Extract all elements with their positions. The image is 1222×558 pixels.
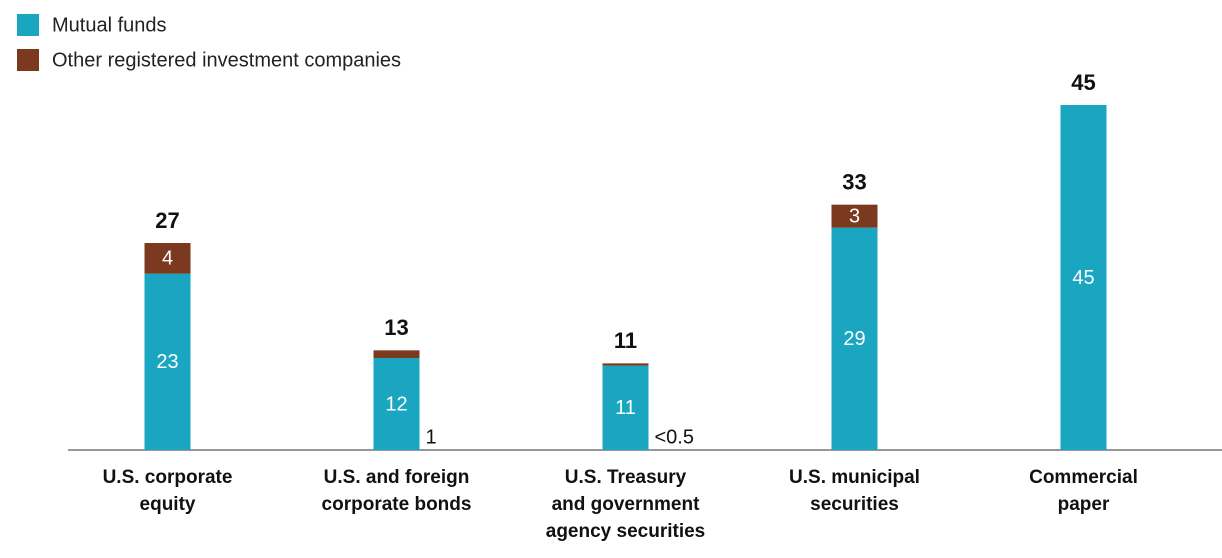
x-tick-label-line: Commercial	[1029, 467, 1138, 488]
bar-segment	[1060, 105, 1107, 450]
legend-label: Other registered investment companies	[52, 49, 401, 71]
total-label: 27	[155, 208, 179, 233]
bar-segment	[144, 243, 191, 274]
bar-segment	[602, 365, 649, 450]
total-label: 13	[384, 315, 408, 340]
x-tick-label-line: securities	[810, 494, 899, 515]
bar-segment	[831, 204, 878, 228]
segment-label: 29	[843, 328, 865, 350]
segment-label: 23	[156, 351, 178, 373]
x-tick-label-line: agency securities	[546, 521, 705, 542]
segment-label: <0.5	[655, 426, 694, 448]
segment-label: 12	[385, 393, 407, 415]
x-tick-label-line: and government	[552, 494, 700, 515]
total-label: 45	[1071, 70, 1095, 95]
x-tick-label-line: U.S. municipal	[789, 467, 920, 488]
x-tick-label-line: U.S. corporate	[103, 467, 233, 488]
legend-swatch	[17, 14, 39, 36]
legend-label: Mutual funds	[52, 14, 167, 36]
bar-segment	[602, 363, 649, 366]
x-tick-label-line: equity	[140, 494, 196, 515]
bar-segment	[831, 227, 878, 450]
x-tick-label-line: U.S. Treasury	[565, 467, 687, 488]
segment-label: 45	[1072, 267, 1094, 289]
bar-segment	[373, 358, 420, 450]
bar-segment	[144, 273, 191, 450]
x-tick-label: U.S. Treasury and government agency securi…	[546, 467, 705, 542]
bar-segment	[373, 350, 420, 358]
x-tick-label: U.S. municipal securities	[789, 467, 920, 515]
legend-swatch	[17, 49, 39, 71]
segment-label: 3	[849, 205, 860, 227]
segment-label: 4	[162, 248, 173, 270]
x-tick-label: U.S. corporate equity	[103, 467, 233, 515]
x-tick-label-line: U.S. and foreign	[324, 467, 470, 488]
total-label: 33	[842, 169, 866, 194]
total-label: 11	[614, 328, 637, 353]
x-tick-label-line: paper	[1058, 494, 1110, 515]
x-tick-label-line: corporate bonds	[322, 494, 472, 515]
x-tick-label: Commercial paper	[1029, 467, 1138, 515]
segment-label: 1	[426, 426, 437, 448]
x-tick-label: U.S. and foreign corporate bonds	[322, 467, 472, 515]
segment-label: 11	[615, 397, 636, 419]
